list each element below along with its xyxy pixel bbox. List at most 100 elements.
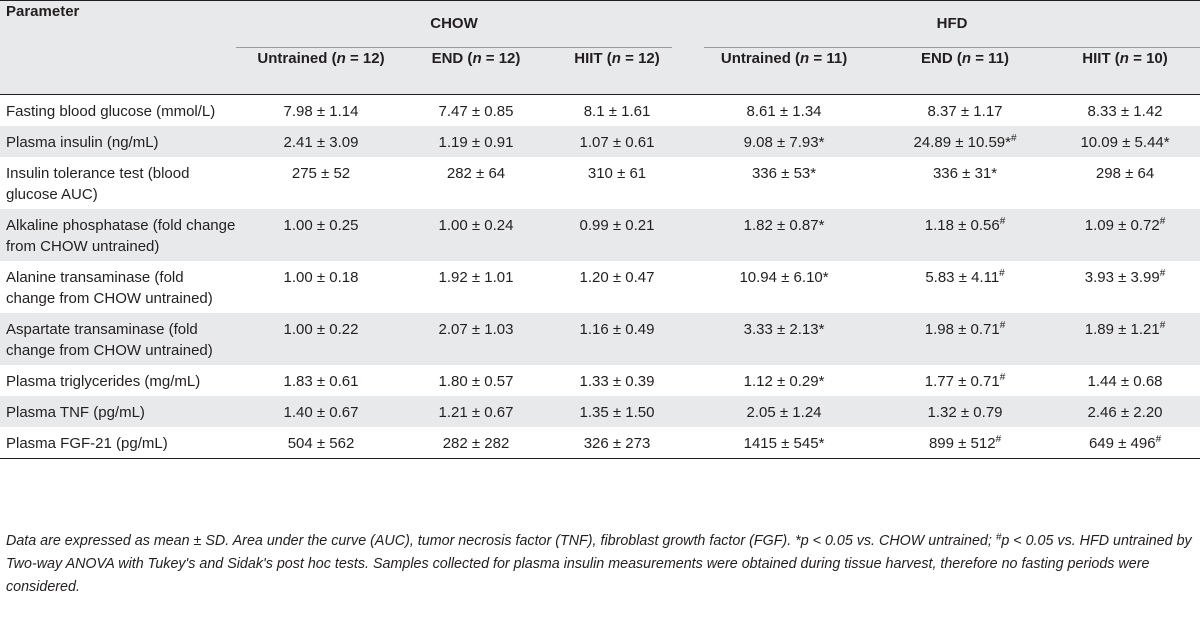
cell-value: 10.09 ± 5.44* [1050, 126, 1200, 157]
cell-value: 1.32 ± 0.79 [880, 396, 1050, 427]
cell-value-text: 1.92 ± 1.01 [438, 269, 514, 286]
data-table: Parameter CHOW HFD Untrained (n = 12) END… [0, 0, 1200, 459]
column-header: HIIT (n = 10) [1050, 48, 1200, 95]
footnote-hash: # [995, 532, 1002, 543]
cell-value-text: 0.99 ± 0.21 [579, 217, 655, 234]
group-header-hfd-label: HFD [704, 1, 1200, 48]
column-header-paren: ) [1004, 50, 1010, 67]
cell-value: 649 ± 496# [1050, 427, 1200, 459]
significance-mark-chow: * [818, 134, 825, 151]
cell-value: 7.47 ± 0.85 [406, 94, 546, 126]
cell-value: 8.33 ± 1.42 [1050, 94, 1200, 126]
group-header-hfd: HFD [688, 0, 1200, 48]
row-parameter: Plasma TNF (pg/mL) [6, 404, 145, 421]
column-header-equals: = [345, 50, 363, 67]
cell-value: 8.61 ± 1.34 [688, 94, 881, 126]
column-header-paren: ) [1162, 50, 1168, 67]
footnote-text-2: < 0.05 vs. CHOW untrained; [808, 533, 996, 549]
column-header-n-value: 11 [826, 50, 843, 67]
cell-value-text: 3.93 ± 3.99 [1084, 269, 1160, 286]
cell-value-text: 8.33 ± 1.42 [1087, 103, 1163, 120]
column-header: Untrained (n = 12) [236, 48, 406, 95]
table-row: Plasma FGF-21 (pg/mL) 504 ± 562 282 ± 282 3… [0, 427, 1200, 459]
significance-mark-hfd: # [1010, 133, 1017, 144]
cell-value-text: 1.44 ± 0.68 [1087, 373, 1163, 390]
cell-value: 1.82 ± 0.87* [688, 209, 880, 261]
cell-value-text: 5.83 ± 4.11 [925, 269, 1000, 286]
cell-value: 2.41 ± 3.09 [236, 126, 406, 157]
cell-value-text: 310 ± 61 [587, 165, 647, 182]
significance-mark-hfd: # [1159, 216, 1166, 227]
table-row: Plasma TNF (pg/mL) 1.40 ± 0.67 1.21 ± 0.67… [0, 396, 1200, 427]
column-header-n-symbol: n [961, 50, 972, 67]
significance-mark-hfd: # [999, 268, 1005, 279]
cell-value: 1.00 ± 0.24 [406, 209, 546, 261]
cell-value-text: 8.61 ± 1.34 [746, 103, 822, 120]
cell-value: 1.89 ± 1.21# [1050, 313, 1200, 365]
cell-value-text: 1.33 ± 0.39 [579, 373, 655, 390]
cell-value: 326 ± 273 [546, 427, 689, 459]
table-row: Plasma insulin (ng/mL) 2.41 ± 3.09 1.19 ± … [0, 126, 1200, 157]
column-header: END (n = 11) [880, 48, 1050, 95]
column-header-n-symbol: n [611, 50, 621, 67]
table-row: Plasma triglycerides (mg/mL) 1.83 ± 0.61 1… [0, 365, 1200, 396]
column-header-blank [0, 48, 236, 95]
cell-value: 9.08 ± 7.93* [688, 126, 880, 157]
column-header-n-value: 12 [638, 50, 655, 67]
column-header-equals: = [809, 50, 827, 67]
column-header: END (n = 12) [406, 48, 546, 95]
cell-value-text: 10.94 ± 6.10 [739, 269, 823, 286]
cell-value: 1.07 ± 0.61 [546, 126, 688, 157]
column-header-paren: ( [327, 50, 337, 67]
cell-value: 0.99 ± 0.21 [546, 209, 688, 261]
significance-mark-hfd: # [999, 216, 1006, 227]
cell-value: 899 ± 512# [880, 427, 1051, 459]
column-header-n-symbol: n [1119, 50, 1129, 67]
column-header-paren: ( [952, 50, 962, 67]
cell-value: 1.44 ± 0.68 [1050, 365, 1200, 396]
cell-value: 1.00 ± 0.25 [236, 209, 406, 261]
significance-mark-chow: * [818, 435, 825, 452]
cell-value-text: 899 ± 512 [928, 435, 996, 452]
significance-mark-hfd: # [1159, 268, 1166, 279]
cell-value-text: 1.77 ± 0.71 [924, 373, 1000, 390]
footnote-text-1: Data are expressed as mean ± SD. Area un… [6, 533, 801, 549]
cell-value-text: 8.37 ± 1.17 [927, 103, 1003, 120]
cell-value-text: 7.98 ± 1.14 [283, 103, 359, 120]
table-row: Fasting blood glucose (mmol/L) 7.98 ± 1.1… [0, 94, 1200, 126]
column-header-equals: = [971, 50, 989, 67]
significance-mark-hfd: # [999, 372, 1006, 383]
column-header: HIIT (n = 12) [546, 48, 688, 95]
column-header-paren: ) [515, 50, 521, 67]
cell-value: 7.98 ± 1.14 [236, 94, 406, 126]
significance-mark-chow: * [818, 373, 825, 390]
cell-value: 3.93 ± 3.99# [1050, 261, 1200, 313]
column-header-paren: ( [463, 50, 473, 67]
cell-value: 8.1 ± 1.61 [546, 94, 689, 126]
footnote-p-1: p [800, 533, 809, 549]
column-header-paren: ( [602, 50, 612, 67]
parameter-header: Parameter [0, 0, 236, 48]
table-row: Alanine transaminase (fold change from C… [0, 261, 1200, 313]
cell-value-text: 1.32 ± 0.79 [927, 404, 1003, 421]
cell-value-text: 326 ± 273 [583, 435, 651, 452]
column-header-n-value: 12 [498, 50, 516, 67]
significance-mark-hfd: # [999, 320, 1006, 331]
cell-value: 1.92 ± 1.01 [406, 261, 546, 313]
column-header-n-symbol: n [336, 50, 346, 67]
cell-value-text: 1.83 ± 0.61 [283, 373, 359, 390]
cell-value: 2.05 ± 1.24 [688, 396, 880, 427]
cell-value-text: 1.20 ± 0.47 [579, 269, 655, 286]
table-row: Aspartate transaminase (fold change from… [0, 313, 1200, 365]
column-header-equals: = [620, 50, 639, 67]
cell-value-text: 1.00 ± 0.22 [283, 321, 359, 338]
cell-value: 1.40 ± 0.67 [236, 396, 406, 427]
column-header-n-value: 10 [1146, 50, 1163, 67]
cell-value-text: 275 ± 52 [291, 165, 351, 182]
row-parameter: Fasting blood glucose (mmol/L) [0, 94, 236, 126]
cell-value-text: 1.40 ± 0.67 [283, 404, 359, 421]
cell-value-text: 9.08 ± 7.93 [743, 134, 819, 151]
row-parameter: Plasma FGF-21 (pg/mL) [0, 427, 236, 459]
column-header-n-symbol: n [472, 50, 482, 67]
